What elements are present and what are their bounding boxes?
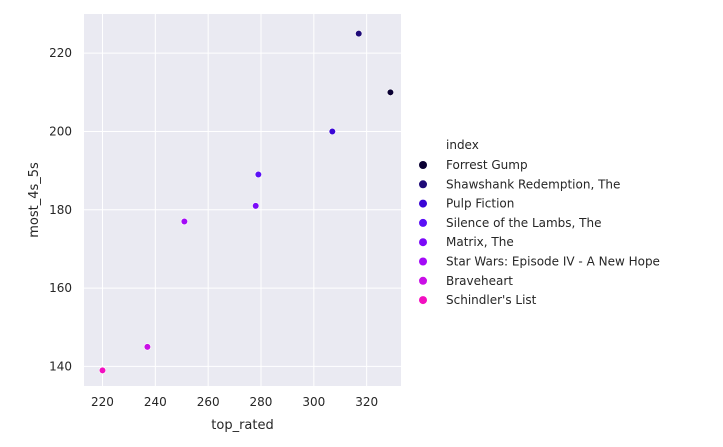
legend-items: Forrest Gump Shawshank Redemption, The Pul…	[419, 158, 660, 307]
x-tick-label: 240	[144, 395, 167, 409]
x-tick-label: 280	[250, 395, 273, 409]
legend-label: Matrix, The	[446, 235, 514, 249]
data-point	[254, 170, 262, 179]
x-tick-labels: 220 240 260 280 300 320	[91, 395, 378, 409]
legend-marker	[419, 218, 427, 227]
data-point	[386, 88, 395, 96]
legend-label: Shawshank Redemption, The	[446, 177, 620, 191]
y-tick-label: 220	[49, 46, 72, 60]
x-tick-label: 260	[197, 395, 220, 409]
legend-marker	[419, 296, 427, 305]
y-tick-label: 200	[49, 124, 72, 138]
plot-background	[84, 14, 401, 386]
legend-marker	[419, 180, 427, 189]
data-points	[98, 29, 395, 374]
y-tick-labels: 140 160 180 200 220	[49, 46, 72, 373]
legend-marker	[419, 199, 427, 208]
legend-label: Star Wars: Episode IV - A New Hope	[446, 255, 660, 269]
x-axis-label: top_rated	[211, 418, 273, 433]
legend-label: Pulp Fiction	[446, 197, 514, 211]
data-point	[355, 29, 363, 38]
data-point	[180, 217, 188, 226]
legend-marker	[419, 276, 427, 285]
legend-label: Braveheart	[446, 274, 513, 288]
legend-marker	[419, 161, 427, 169]
data-point	[143, 343, 151, 351]
legend-label: Schindler's List	[446, 293, 537, 307]
legend-label: Silence of the Lambs, The	[446, 216, 602, 230]
y-tick-label: 140	[49, 359, 72, 373]
data-point	[98, 366, 107, 374]
y-tick-label: 180	[49, 203, 72, 217]
legend-marker	[419, 238, 427, 247]
y-tick-label: 160	[49, 281, 72, 295]
y-axis-label: most_4s_5s	[27, 162, 42, 238]
legend-title: index	[446, 138, 479, 152]
data-point	[252, 202, 260, 210]
x-tick-label: 300	[302, 395, 325, 409]
legend: index Forrest Gump Shawshank Redemption, …	[419, 138, 660, 307]
data-point	[328, 127, 336, 136]
x-tick-label: 220	[91, 395, 114, 409]
legend-marker	[419, 257, 427, 266]
grid-lines	[84, 14, 401, 386]
x-tick-label: 320	[355, 395, 378, 409]
legend-label: Forrest Gump	[446, 158, 528, 172]
